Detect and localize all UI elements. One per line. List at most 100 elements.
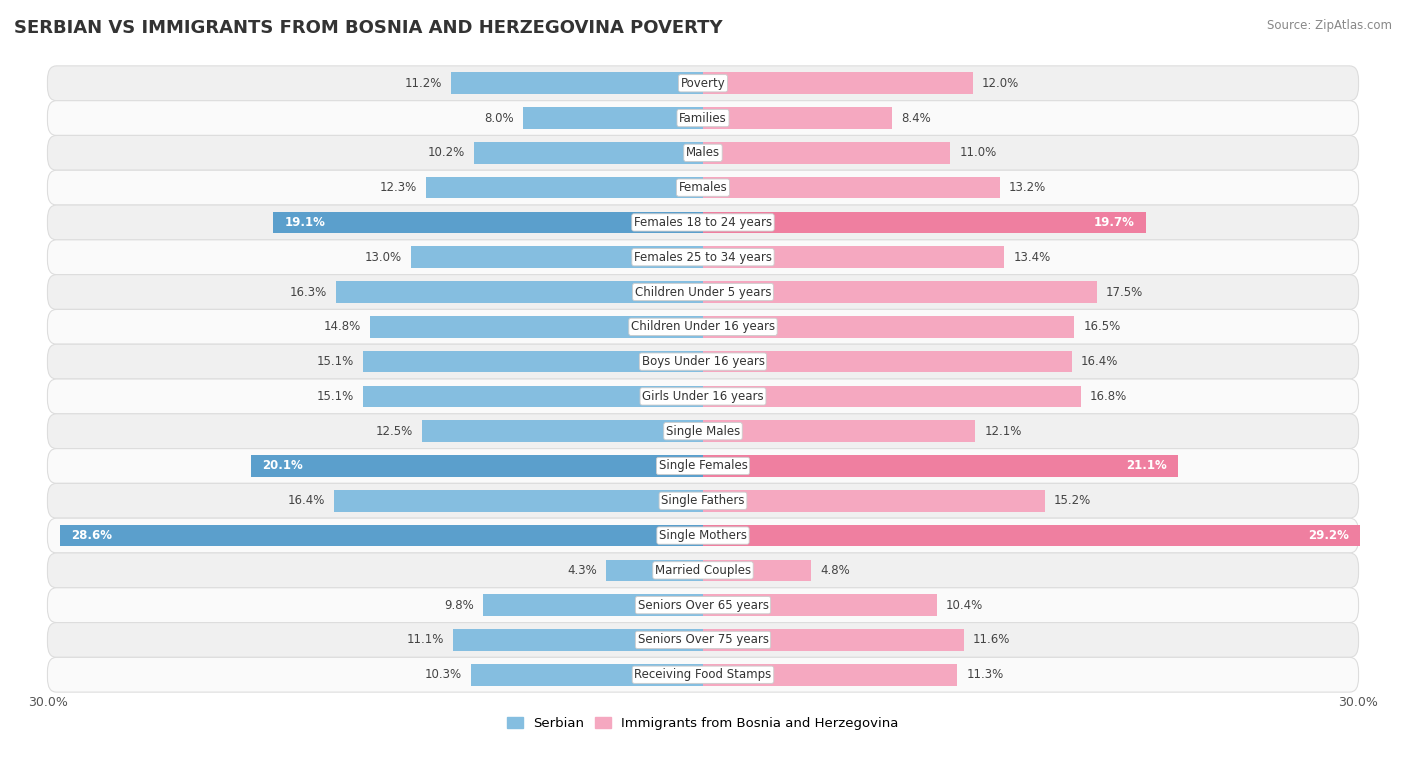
Text: SERBIAN VS IMMIGRANTS FROM BOSNIA AND HERZEGOVINA POVERTY: SERBIAN VS IMMIGRANTS FROM BOSNIA AND HE… <box>14 19 723 37</box>
Bar <box>451 73 703 94</box>
Text: 14.8%: 14.8% <box>323 321 361 334</box>
Text: 20.1%: 20.1% <box>262 459 302 472</box>
Text: 15.1%: 15.1% <box>318 390 354 403</box>
Bar <box>370 316 703 337</box>
FancyBboxPatch shape <box>48 518 1358 553</box>
Text: 19.1%: 19.1% <box>284 216 325 229</box>
Bar <box>703 316 1074 337</box>
Text: Single Fathers: Single Fathers <box>661 494 745 507</box>
FancyBboxPatch shape <box>48 587 1358 622</box>
FancyBboxPatch shape <box>48 205 1358 240</box>
Text: Seniors Over 75 years: Seniors Over 75 years <box>637 634 769 647</box>
Bar <box>703 490 1045 512</box>
Text: 11.0%: 11.0% <box>959 146 997 159</box>
FancyBboxPatch shape <box>48 344 1358 379</box>
Text: 12.0%: 12.0% <box>981 77 1019 89</box>
Text: 30.0%: 30.0% <box>28 697 67 709</box>
Bar <box>482 594 703 616</box>
Text: 12.3%: 12.3% <box>380 181 418 194</box>
Text: Receiving Food Stamps: Receiving Food Stamps <box>634 669 772 681</box>
FancyBboxPatch shape <box>48 657 1358 692</box>
Text: Single Females: Single Females <box>658 459 748 472</box>
Bar <box>703 594 936 616</box>
Text: Children Under 5 years: Children Under 5 years <box>634 286 772 299</box>
Text: 13.4%: 13.4% <box>1014 251 1050 264</box>
Bar <box>523 108 703 129</box>
Text: 4.8%: 4.8% <box>820 564 849 577</box>
FancyBboxPatch shape <box>48 240 1358 274</box>
Bar <box>59 525 703 547</box>
Bar <box>336 281 703 302</box>
Text: 11.1%: 11.1% <box>406 634 444 647</box>
Bar <box>703 108 891 129</box>
Text: 13.0%: 13.0% <box>364 251 402 264</box>
Text: Single Mothers: Single Mothers <box>659 529 747 542</box>
Bar <box>363 386 703 407</box>
Text: Single Males: Single Males <box>666 424 740 437</box>
Bar <box>703 281 1097 302</box>
Bar <box>422 421 703 442</box>
Bar <box>703 525 1360 547</box>
Bar <box>453 629 703 650</box>
Text: 16.4%: 16.4% <box>1081 355 1118 368</box>
Bar <box>703 664 957 685</box>
Bar <box>335 490 703 512</box>
FancyBboxPatch shape <box>48 309 1358 344</box>
Text: 16.4%: 16.4% <box>288 494 325 507</box>
Bar <box>703 73 973 94</box>
Text: 17.5%: 17.5% <box>1105 286 1143 299</box>
FancyBboxPatch shape <box>48 553 1358 587</box>
Text: 4.3%: 4.3% <box>568 564 598 577</box>
Text: 29.2%: 29.2% <box>1308 529 1348 542</box>
Bar <box>703 421 976 442</box>
Text: 9.8%: 9.8% <box>444 599 474 612</box>
Text: Girls Under 16 years: Girls Under 16 years <box>643 390 763 403</box>
Text: Females 25 to 34 years: Females 25 to 34 years <box>634 251 772 264</box>
Bar <box>703 211 1146 233</box>
FancyBboxPatch shape <box>48 622 1358 657</box>
Text: 21.1%: 21.1% <box>1126 459 1167 472</box>
Text: 13.2%: 13.2% <box>1010 181 1046 194</box>
Bar <box>411 246 703 268</box>
Text: Poverty: Poverty <box>681 77 725 89</box>
FancyBboxPatch shape <box>48 171 1358 205</box>
Text: 19.7%: 19.7% <box>1094 216 1135 229</box>
Text: 11.2%: 11.2% <box>405 77 441 89</box>
Text: Males: Males <box>686 146 720 159</box>
Text: Boys Under 16 years: Boys Under 16 years <box>641 355 765 368</box>
Bar <box>703 386 1081 407</box>
Text: 8.4%: 8.4% <box>901 111 931 124</box>
Text: 10.2%: 10.2% <box>427 146 464 159</box>
Bar <box>471 664 703 685</box>
Text: 15.2%: 15.2% <box>1054 494 1091 507</box>
Text: 16.3%: 16.3% <box>290 286 328 299</box>
Bar <box>363 351 703 372</box>
Text: 28.6%: 28.6% <box>70 529 112 542</box>
Text: 15.1%: 15.1% <box>318 355 354 368</box>
Text: 11.3%: 11.3% <box>966 669 1004 681</box>
FancyBboxPatch shape <box>48 449 1358 484</box>
Text: 12.1%: 12.1% <box>984 424 1022 437</box>
Bar <box>703 629 965 650</box>
Bar <box>250 456 703 477</box>
Text: Families: Families <box>679 111 727 124</box>
Text: 12.5%: 12.5% <box>375 424 413 437</box>
Text: Source: ZipAtlas.com: Source: ZipAtlas.com <box>1267 19 1392 32</box>
Text: Females 18 to 24 years: Females 18 to 24 years <box>634 216 772 229</box>
Text: 10.3%: 10.3% <box>425 669 463 681</box>
Bar <box>703 559 811 581</box>
Legend: Serbian, Immigrants from Bosnia and Herzegovina: Serbian, Immigrants from Bosnia and Herz… <box>502 711 904 735</box>
Text: 30.0%: 30.0% <box>1339 697 1378 709</box>
FancyBboxPatch shape <box>48 66 1358 101</box>
Bar <box>426 177 703 199</box>
FancyBboxPatch shape <box>48 484 1358 518</box>
Bar <box>703 177 1000 199</box>
Text: Females: Females <box>679 181 727 194</box>
FancyBboxPatch shape <box>48 379 1358 414</box>
Text: Married Couples: Married Couples <box>655 564 751 577</box>
Bar <box>703 351 1071 372</box>
Bar <box>273 211 703 233</box>
Text: 8.0%: 8.0% <box>485 111 515 124</box>
Bar <box>703 142 950 164</box>
Text: Seniors Over 65 years: Seniors Over 65 years <box>637 599 769 612</box>
